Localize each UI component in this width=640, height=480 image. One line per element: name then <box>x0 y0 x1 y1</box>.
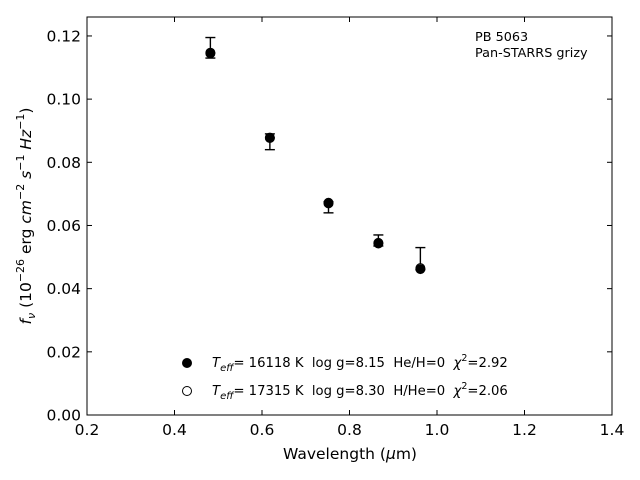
y-axis-title-exp3: −1 <box>14 155 27 171</box>
y-axis-title-hz: Hz <box>17 129 35 155</box>
y-axis-title-s: s <box>17 171 35 184</box>
data-markers <box>205 47 426 275</box>
filled-circle-point <box>264 132 275 143</box>
legend-1-sq: 2 <box>461 353 467 364</box>
legend-1-params: = 16118 K log g=8.15 He/H=0 <box>233 356 453 371</box>
y-tick-label: 0.06 <box>46 217 81 235</box>
x-axis-title-mu: μ <box>385 445 396 463</box>
y-axis-title-nu: ν <box>25 313 38 319</box>
annotation-star-name: PB 5063 <box>475 30 528 45</box>
x-axis-title: Wavelength (μm) <box>283 445 417 463</box>
x-tick-label: 0.6 <box>250 421 275 439</box>
x-tick-label: 1.4 <box>600 421 625 439</box>
filled-circle-point <box>373 238 384 249</box>
y-axis-title-exp4: −1 <box>14 114 27 130</box>
legend-entry-2: Teff= 17315 K log g=8.30 H/He=0 χ2=2.06 <box>212 381 508 402</box>
legend-2-T: T <box>212 384 221 399</box>
filled-circle-point <box>205 47 216 58</box>
legend-entry-1: Teff= 16118 K log g=8.15 He/H=0 χ2=2.92 <box>212 353 508 374</box>
y-axis-title-close: ) <box>17 108 35 114</box>
legend-filled-circle-marker <box>182 358 192 368</box>
x-tick-label: 0.8 <box>337 421 362 439</box>
y-tick-label: 0.12 <box>46 27 81 45</box>
legend: Teff= 16118 K log g=8.15 He/H=0 χ2=2.92 … <box>182 353 508 402</box>
y-axis-title-cm: cm <box>17 200 35 224</box>
y-axis-title-erg: erg <box>17 224 35 259</box>
legend-open-circle-marker <box>182 386 192 396</box>
legend-2-params: = 17315 K log g=8.30 H/He=0 <box>233 384 453 399</box>
y-axis-title-exp1: −26 <box>14 259 27 282</box>
y-tick-label: 0.10 <box>46 91 81 109</box>
x-tick-label: 0.2 <box>75 421 100 439</box>
annotation-survey: Pan-STARRS grizy <box>475 46 588 61</box>
y-axis-title-paren: (10 <box>17 282 35 313</box>
legend-2-chi: χ <box>453 384 463 399</box>
annotation-box: PB 5063 Pan-STARRS grizy <box>475 30 588 61</box>
y-axis-title-exp2: −2 <box>14 184 27 200</box>
x-axis-title-post: m) <box>396 445 417 463</box>
y-axis-title-f: f <box>17 316 35 324</box>
legend-2-eff: eff <box>220 391 235 402</box>
x-tick-label: 1.0 <box>425 421 450 439</box>
y-tick-label: 0.04 <box>46 280 81 298</box>
x-tick-label: 0.4 <box>162 421 187 439</box>
legend-1-chi: χ <box>453 356 463 371</box>
y-tick-label: 0.08 <box>46 154 81 172</box>
x-axis-title-pre: Wavelength ( <box>283 445 386 463</box>
y-axis-title: fν (10−26 erg cm−2 s−1 Hz−1) <box>14 108 38 325</box>
legend-1-eff: eff <box>220 363 235 374</box>
y-tick-label: 0.00 <box>46 407 81 425</box>
legend-2-chi-value: =2.06 <box>467 384 507 399</box>
x-tick-label: 1.2 <box>512 421 537 439</box>
axis-ticks: 0.2 0.4 0.6 0.8 1.0 1.2 1.4 0.00 0.02 0.04 0.06 0.0… <box>46 17 624 439</box>
filled-circle-point <box>323 198 334 209</box>
legend-1-chi-value: =2.92 <box>467 356 507 371</box>
filled-circle-point <box>415 264 426 275</box>
plot-area-frame <box>86 16 613 416</box>
legend-2-sq: 2 <box>461 381 467 392</box>
y-tick-label: 0.02 <box>46 343 81 361</box>
legend-1-T: T <box>212 356 221 371</box>
